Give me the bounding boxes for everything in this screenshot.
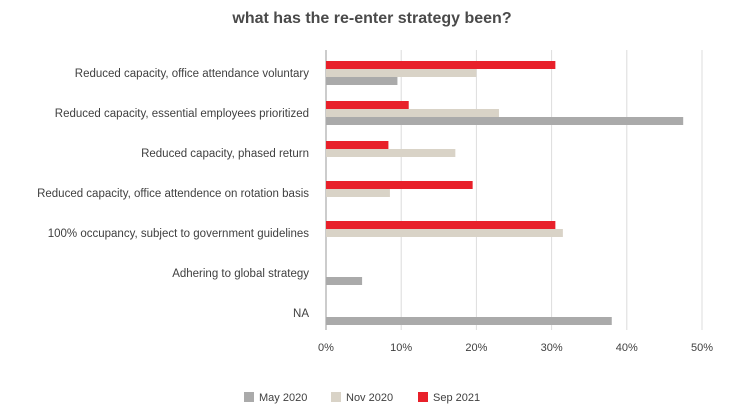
bar: [326, 109, 499, 117]
legend-label: Sep 2021: [433, 392, 480, 404]
category-label: NA: [293, 308, 309, 320]
category-label: 100% occupancy, subject to government gu…: [48, 228, 310, 240]
x-tick-label: 10%: [390, 342, 412, 354]
bar: [326, 61, 556, 69]
category-label: Reduced capacity, office attendence on r…: [37, 188, 309, 200]
x-tick-label: 0%: [318, 342, 334, 354]
legend-label: Nov 2020: [346, 392, 393, 404]
bar: [326, 221, 556, 229]
legend-label: May 2020: [259, 392, 307, 404]
bar: [326, 149, 456, 157]
bar: [326, 77, 398, 85]
bar: [326, 69, 477, 77]
legend-swatch: [244, 392, 254, 402]
category-label: Adhering to global strategy: [172, 268, 309, 280]
x-tick-label: 40%: [616, 342, 638, 354]
chart-title: what has the re-enter strategy been?: [232, 10, 512, 27]
bar: [326, 101, 409, 109]
legend-swatch: [331, 392, 341, 402]
bar: [326, 189, 390, 197]
bar: [326, 229, 563, 237]
x-tick-label: 50%: [691, 342, 713, 354]
category-label: Reduced capacity, essential employees pr…: [55, 108, 309, 120]
category-label: Reduced capacity, phased return: [141, 148, 309, 160]
legend-swatch: [418, 392, 428, 402]
x-tick-label: 20%: [465, 342, 487, 354]
bar: [326, 141, 389, 149]
x-tick-label: 30%: [541, 342, 563, 354]
bar: [326, 317, 612, 325]
bar: [326, 181, 473, 189]
bar: [326, 117, 684, 125]
category-label: Reduced capacity, office attendance volu…: [75, 68, 309, 80]
bar: [326, 277, 363, 285]
